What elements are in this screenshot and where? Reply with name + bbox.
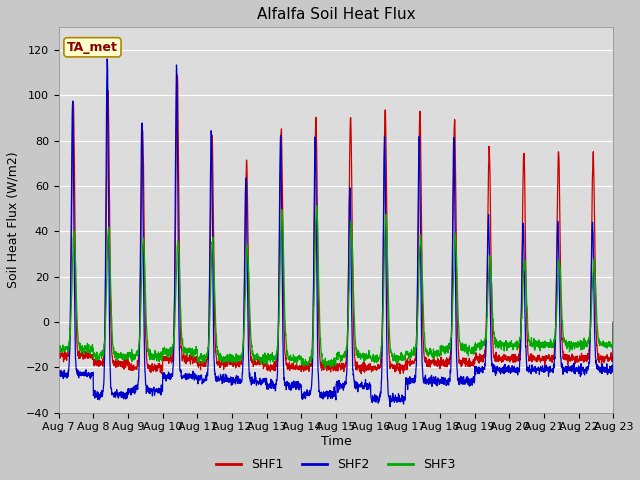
SHF2 xyxy=(103,56,111,62)
SHF1 xyxy=(535,356,543,362)
SHF3 xyxy=(321,365,329,371)
SHF2 xyxy=(230,378,238,384)
SHF2 xyxy=(386,404,394,409)
SHF3 xyxy=(230,356,237,362)
SHF1 xyxy=(230,358,238,364)
SHF1 xyxy=(609,319,617,325)
SHF2 xyxy=(504,366,511,372)
Legend: SHF1, SHF2, SHF3: SHF1, SHF2, SHF3 xyxy=(211,453,461,476)
SHF3 xyxy=(370,353,378,359)
SHF1 xyxy=(173,72,181,78)
Line: SHF1: SHF1 xyxy=(59,75,613,374)
SHF2 xyxy=(55,372,63,377)
Line: SHF3: SHF3 xyxy=(59,205,613,368)
SHF1 xyxy=(396,371,404,377)
SHF3 xyxy=(313,203,321,208)
SHF2 xyxy=(370,396,378,402)
SHF1 xyxy=(504,358,511,364)
Title: Alfalfa Soil Heat Flux: Alfalfa Soil Heat Flux xyxy=(257,7,415,22)
SHF3 xyxy=(55,348,63,354)
SHF1 xyxy=(55,349,63,355)
Line: SHF2: SHF2 xyxy=(59,59,613,407)
SHF1 xyxy=(110,363,118,369)
SHF3 xyxy=(602,342,610,348)
SHF1 xyxy=(602,355,610,360)
SHF2 xyxy=(609,319,617,325)
SHF2 xyxy=(535,364,543,370)
SHF3 xyxy=(609,319,617,325)
Y-axis label: Soil Heat Flux (W/m2): Soil Heat Flux (W/m2) xyxy=(7,152,20,288)
SHF3 xyxy=(504,340,511,346)
SHF1 xyxy=(370,366,378,372)
SHF2 xyxy=(602,369,610,375)
X-axis label: Time: Time xyxy=(321,435,351,448)
SHF3 xyxy=(535,345,543,350)
SHF2 xyxy=(111,394,118,399)
SHF3 xyxy=(110,350,118,356)
Text: TA_met: TA_met xyxy=(67,41,118,54)
